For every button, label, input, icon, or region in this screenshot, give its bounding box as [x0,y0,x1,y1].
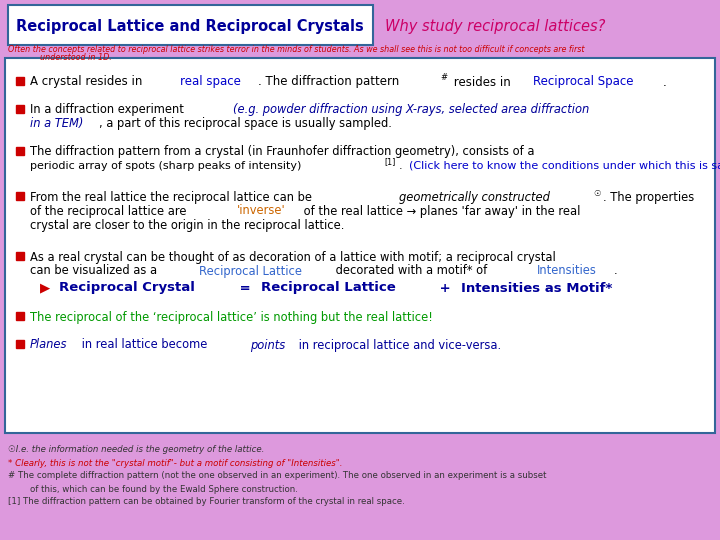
Text: resides in: resides in [450,76,514,89]
Text: , a part of this reciprocal space is usually sampled.: , a part of this reciprocal space is usu… [99,118,392,131]
Text: A crystal resides in: A crystal resides in [30,76,146,89]
Text: #: # [441,73,448,83]
Text: . The properties: . The properties [603,191,694,204]
Text: real space: real space [180,76,240,89]
Text: The reciprocal of the ‘reciprocal lattice’ is nothing but the real lattice!: The reciprocal of the ‘reciprocal lattic… [30,310,433,323]
Text: . The diffraction pattern: . The diffraction pattern [258,76,400,89]
Text: of this, which can be found by the Ewald Sphere construction.: of this, which can be found by the Ewald… [30,484,298,494]
Text: periodic array of spots (sharp peaks of intensity): periodic array of spots (sharp peaks of … [30,161,305,171]
Text: decorated with a motif* of: decorated with a motif* of [332,265,490,278]
Text: [1] The diffraction pattern can be obtained by Fourier transform of the crystal : [1] The diffraction pattern can be obtai… [8,497,405,507]
Text: Reciprocal Lattice and Reciprocal Crystals: Reciprocal Lattice and Reciprocal Crysta… [16,19,364,35]
Bar [16,252,24,260]
Text: From the real lattice the reciprocal lattice can be: From the real lattice the reciprocal lat… [30,191,315,204]
Text: (Click here to know the conditions under which this is satisfied).: (Click here to know the conditions under… [408,161,720,171]
Text: points: points [250,339,285,352]
Text: ☉I.e. the information needed is the geometry of the lattice.: ☉I.e. the information needed is the geom… [8,446,264,455]
Text: # The complete diffraction pattern (not the one observed in an experiment). The : # The complete diffraction pattern (not … [8,471,546,481]
Text: can be visualized as a: can be visualized as a [30,265,161,278]
Text: As a real crystal can be thought of as decoration of a lattice with motif; a rec: As a real crystal can be thought of as d… [30,251,556,264]
Text: ▶: ▶ [40,281,55,294]
Text: Reciprocal Space: Reciprocal Space [533,76,634,89]
Text: Reciprocal Lattice: Reciprocal Lattice [261,281,395,294]
FancyBboxPatch shape [5,58,715,433]
Text: (e.g. powder diffraction using X-rays, selected area diffraction: (e.g. powder diffraction using X-rays, s… [233,104,590,117]
Text: Reciprocal Lattice: Reciprocal Lattice [199,265,302,278]
Text: Planes: Planes [30,339,68,352]
Text: in reciprocal lattice and vice-versa.: in reciprocal lattice and vice-versa. [295,339,502,352]
Text: of the reciprocal lattice are: of the reciprocal lattice are [30,205,190,218]
Bar [16,105,24,113]
Text: Intensities as Motif*: Intensities as Motif* [461,281,612,294]
Text: Often the concepts related to reciprocal lattice strikes terror in the minds of : Often the concepts related to reciprocal… [8,45,585,55]
Text: +: + [434,281,455,294]
Bar [16,77,24,85]
Text: geometrically constructed: geometrically constructed [399,191,549,204]
Text: 'inverse': 'inverse' [237,205,285,218]
Text: understood in 1D.: understood in 1D. [30,52,112,62]
Bar [16,192,24,200]
Text: ☉: ☉ [593,188,600,198]
Text: =: = [235,281,255,294]
Text: in a TEM): in a TEM) [30,118,84,131]
Text: .: . [662,76,667,89]
Text: [1]: [1] [384,158,396,166]
Bar [16,147,24,155]
Text: .: . [400,161,407,171]
Text: of the real lattice → planes 'far away' in the real: of the real lattice → planes 'far away' … [300,205,580,218]
FancyBboxPatch shape [8,5,373,45]
Bar [16,340,24,348]
Text: Intensities: Intensities [536,265,596,278]
Text: In a diffraction experiment: In a diffraction experiment [30,104,187,117]
Text: in real lattice become: in real lattice become [78,339,212,352]
Text: Why study reciprocal lattices?: Why study reciprocal lattices? [385,19,606,35]
Text: crystal are closer to the origin in the reciprocal lattice.: crystal are closer to the origin in the … [30,219,344,232]
Text: The diffraction pattern from a crystal (in Fraunhofer diffraction geometry), con: The diffraction pattern from a crystal (… [30,145,534,159]
Text: * Clearly, this is not the "crystal motif"- but a motif consisting of "Intensiti: * Clearly, this is not the "crystal moti… [8,458,343,468]
Text: Reciprocal Crystal: Reciprocal Crystal [59,281,195,294]
Text: .: . [614,265,618,278]
Bar [16,312,24,320]
